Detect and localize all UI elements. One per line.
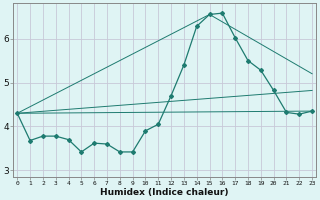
X-axis label: Humidex (Indice chaleur): Humidex (Indice chaleur) [100,188,229,197]
